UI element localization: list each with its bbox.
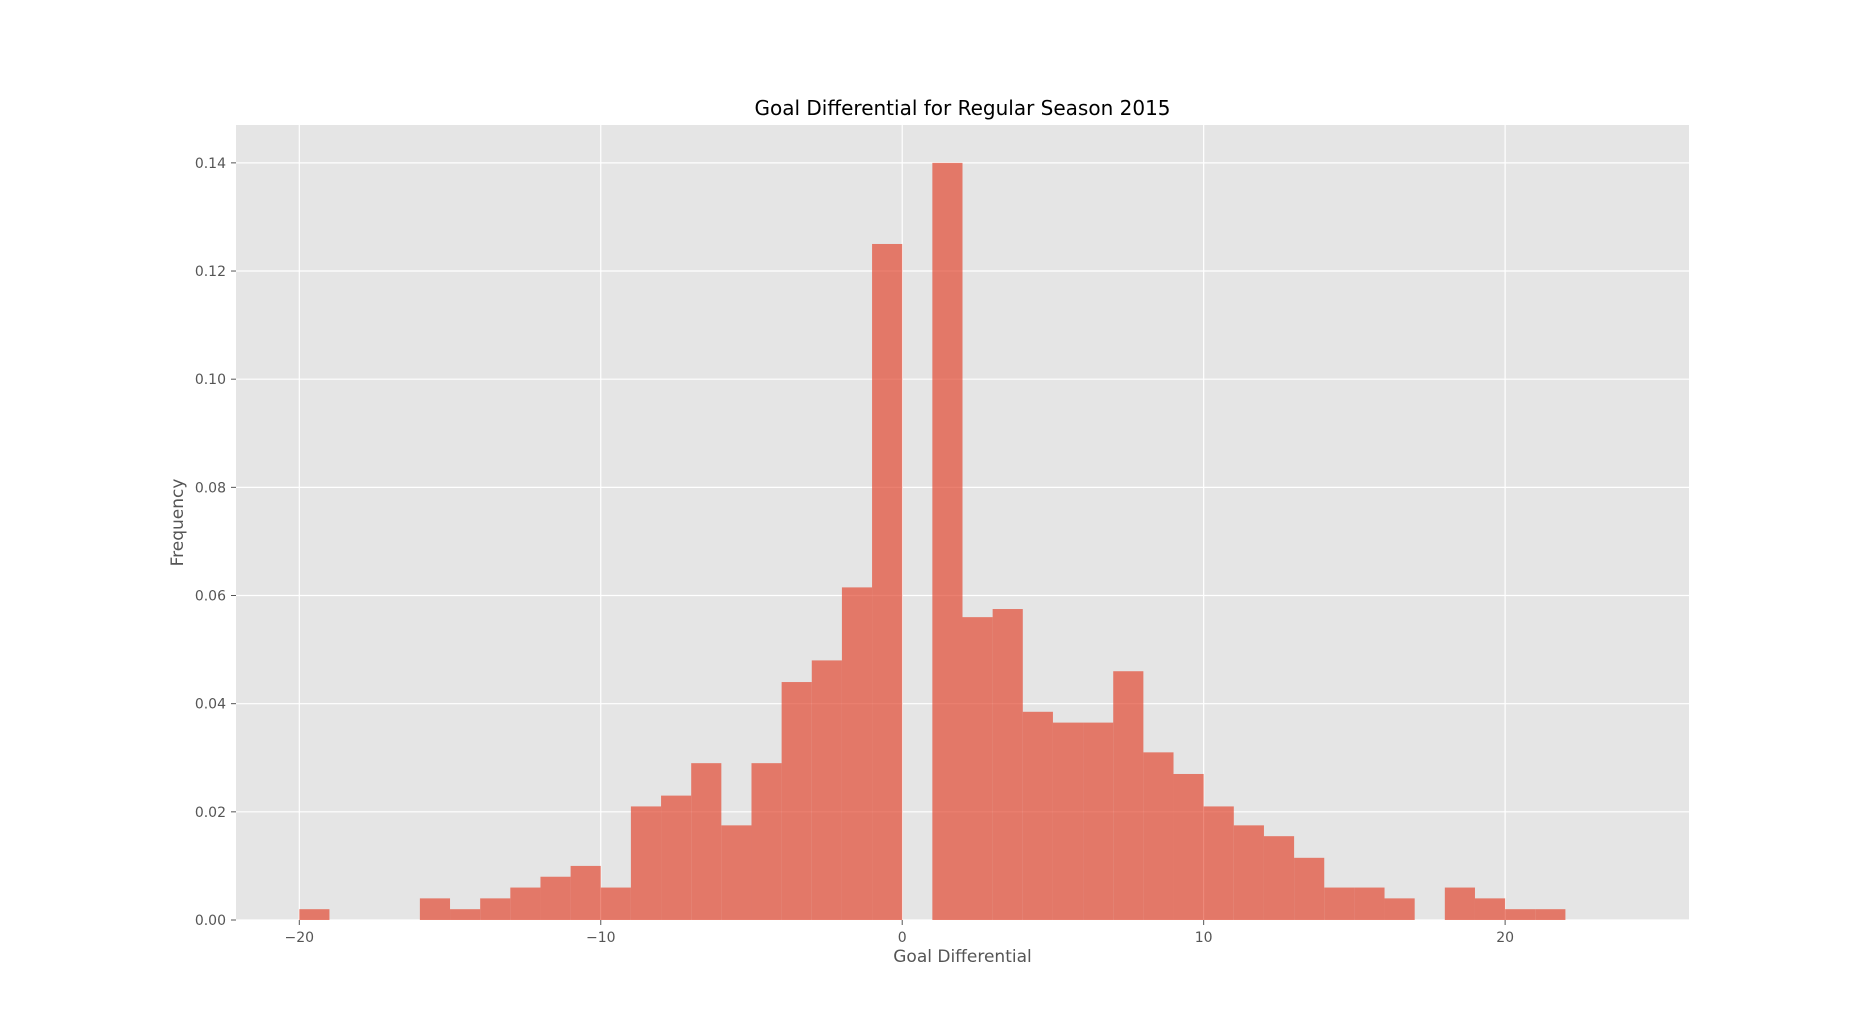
histogram-bar — [1324, 887, 1355, 920]
y-tick-label: 0.04 — [195, 697, 226, 713]
histogram-bar — [1083, 722, 1114, 920]
histogram-bar — [1263, 836, 1295, 920]
histogram-bar — [1294, 857, 1325, 920]
histogram-bar — [1384, 898, 1415, 920]
histogram-bar — [932, 162, 963, 920]
histogram-bar — [1173, 773, 1204, 920]
histogram-bar — [841, 587, 873, 920]
y-tick-label: 0.02 — [195, 805, 226, 821]
histogram-bar — [1354, 887, 1385, 920]
histogram-bar — [1022, 711, 1053, 920]
histogram-bar — [1203, 806, 1234, 920]
x-tick-label: 0 — [898, 930, 907, 946]
histogram-bar — [1113, 671, 1144, 920]
y-axis-label: Frequency — [168, 479, 188, 567]
x-axis: −20 −10 0 10 20 — [285, 920, 1514, 946]
histogram-bar — [510, 887, 541, 920]
histogram-bar — [1233, 825, 1264, 920]
histogram-bar — [1444, 887, 1475, 920]
histogram-bar — [721, 825, 752, 920]
y-tick-label: 0.12 — [195, 264, 226, 280]
histogram-bar — [962, 617, 993, 920]
histogram-bar — [691, 763, 722, 920]
histogram-bar — [299, 909, 330, 920]
chart-title: Goal Differential for Regular Season 201… — [754, 96, 1170, 120]
histogram-bar — [811, 660, 842, 920]
histogram-bar — [540, 876, 571, 920]
y-tick-label: 0.10 — [195, 372, 226, 388]
histogram-bar — [992, 609, 1023, 920]
histogram-bar — [872, 243, 903, 920]
histogram-bar — [1505, 909, 1536, 920]
y-axis: 0.00 0.02 0.04 0.06 0.08 0.10 0.12 0.14 — [195, 156, 236, 929]
histogram-bar — [1535, 909, 1566, 920]
histogram-bar — [600, 887, 631, 920]
x-tick-label: −10 — [586, 930, 616, 946]
y-tick-label: 0.00 — [195, 913, 226, 929]
histogram-bars — [299, 162, 1566, 920]
histogram-bar — [1052, 722, 1084, 920]
histogram-bar — [661, 795, 692, 920]
histogram-bar — [1474, 898, 1506, 920]
y-tick-label: 0.06 — [195, 589, 226, 605]
histogram-bar — [1143, 752, 1174, 920]
histogram-bar — [570, 865, 601, 920]
y-tick-label: 0.08 — [195, 480, 226, 496]
x-tick-label: 20 — [1496, 930, 1514, 946]
histogram-bar — [751, 763, 782, 920]
x-axis-label: Goal Differential — [893, 947, 1031, 967]
histogram-bar — [419, 898, 451, 920]
x-tick-label: 10 — [1195, 930, 1213, 946]
x-tick-label: −20 — [285, 930, 315, 946]
histogram-bar — [630, 806, 662, 920]
histogram-bar — [781, 682, 812, 920]
histogram-bar — [480, 898, 511, 920]
histogram-bar — [450, 909, 481, 920]
y-tick-label: 0.14 — [195, 156, 226, 172]
